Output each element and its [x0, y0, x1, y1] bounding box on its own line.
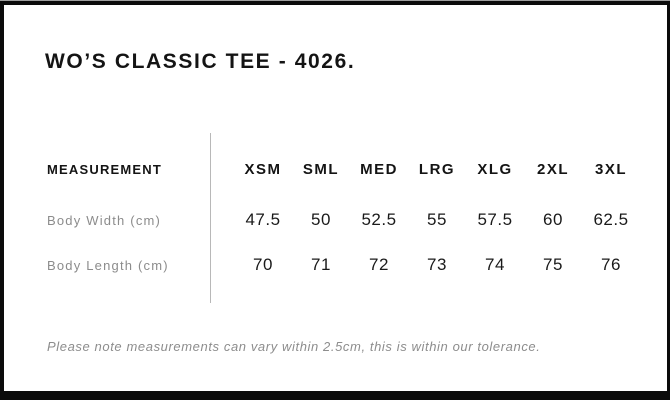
row-values: 47.5 50 52.5 55 57.5 60 62.5 [210, 210, 640, 230]
row-label: Body Width (cm) [47, 212, 162, 228]
measurement-value: 47.5 [245, 210, 281, 229]
frame-top-strip [0, 0, 670, 1]
measurement-value: 74 [485, 255, 505, 274]
measurement-value: 62.5 [593, 210, 629, 229]
product-title: WO’S CLASSIC TEE - 4026. [45, 50, 356, 73]
measurement-value: 70 [253, 255, 273, 274]
size-header-cells: XSM SML MED LRG XLG 2XL 3XL [210, 161, 640, 178]
size-column-header: 2XL [536, 160, 569, 178]
size-column-header: XSM [244, 160, 282, 178]
size-column-header: SML [302, 160, 340, 178]
measurement-value: 73 [427, 255, 447, 274]
row-values: 70 71 72 73 74 75 76 [210, 255, 640, 275]
measurement-value: 76 [601, 255, 621, 274]
measurement-value: 52.5 [361, 210, 397, 229]
tolerance-note: Please note measurements can vary within… [47, 339, 541, 354]
measurement-value: 60 [543, 210, 563, 229]
measurement-value: 50 [311, 210, 331, 229]
measurement-column-header: MEASUREMENT [47, 161, 163, 177]
size-chart-card: WO’S CLASSIC TEE - 4026. MEASUREMENT XSM… [4, 5, 667, 391]
measurement-value: 72 [369, 255, 389, 274]
size-column-header: LRG [418, 160, 456, 178]
table-header-row: MEASUREMENT XSM SML MED LRG XLG 2XL 3XL [45, 160, 645, 178]
row-label: Body Length (cm) [47, 257, 169, 273]
table-divider [210, 133, 211, 303]
measurement-value: 75 [543, 255, 563, 274]
measurement-value: 57.5 [477, 210, 513, 229]
size-column-header: MED [360, 160, 398, 178]
table-row: Body Length (cm) 70 71 72 73 74 75 76 [45, 251, 645, 279]
measurement-value: 55 [427, 210, 447, 229]
size-column-header: XLG [477, 160, 513, 178]
table-row: Body Width (cm) 47.5 50 52.5 55 57.5 60 62.5 [45, 206, 645, 234]
measurement-value: 71 [311, 255, 331, 274]
size-column-header: 3XL [594, 160, 627, 178]
